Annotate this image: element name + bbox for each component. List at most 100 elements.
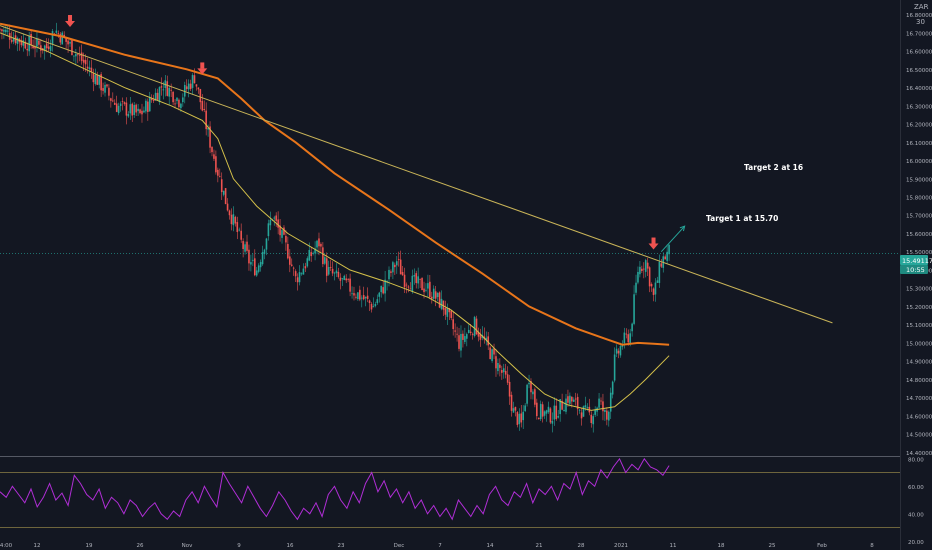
candle-body — [502, 368, 505, 373]
candle-body — [446, 307, 449, 317]
candle-body — [625, 333, 628, 335]
candle-body — [524, 405, 526, 411]
candle-body — [518, 413, 521, 425]
candle-body — [287, 244, 289, 259]
target-1-label: Target 1 at 15.70 — [706, 214, 778, 223]
candle-body — [489, 347, 491, 359]
candle-body — [183, 85, 186, 97]
candle-body — [351, 293, 353, 295]
candle-body — [586, 406, 589, 408]
candle-body — [633, 294, 635, 324]
interval-label: 30 — [916, 18, 925, 26]
candle-body — [248, 249, 250, 264]
candle-body — [512, 408, 515, 413]
candle-body — [360, 297, 363, 299]
candle-body — [73, 55, 75, 57]
candle-body — [252, 259, 254, 261]
candle-body — [536, 402, 538, 417]
candle-body — [395, 261, 398, 266]
candle-body — [407, 286, 410, 288]
candle-body — [613, 354, 616, 381]
candle-body — [277, 219, 279, 228]
rsi-pane[interactable] — [0, 457, 900, 528]
candle-body — [442, 300, 445, 310]
candle-body — [547, 406, 550, 413]
time-tick-label: 28 — [578, 543, 585, 549]
candle-body — [374, 303, 377, 306]
candle-body — [380, 285, 383, 293]
candle-body — [3, 29, 5, 32]
candle-body — [211, 146, 213, 153]
target-arrow-icon — [660, 225, 686, 253]
candle-body — [156, 92, 159, 100]
candle-body — [69, 42, 71, 44]
price-tick-label: 15.50000 — [906, 250, 932, 256]
candle-body — [166, 81, 169, 96]
candle-body — [339, 277, 342, 281]
candle-body — [195, 84, 198, 87]
candle-body — [92, 73, 95, 83]
candle-body — [425, 289, 427, 291]
candle-body — [168, 87, 171, 97]
candle-body — [228, 210, 231, 216]
candle-body — [242, 241, 244, 249]
candle-body — [143, 110, 145, 113]
candle-body — [112, 100, 114, 102]
candle-body — [450, 310, 453, 318]
candle-body — [12, 37, 15, 42]
candle-body — [551, 420, 554, 424]
candle-body — [10, 40, 13, 42]
candle-body — [594, 409, 596, 415]
candle-body — [471, 333, 474, 335]
candle-body — [302, 268, 305, 275]
candle-body — [65, 37, 67, 42]
candle-body — [648, 267, 651, 287]
candle-body — [45, 43, 48, 49]
candle-body — [376, 299, 379, 304]
candle-body — [668, 244, 670, 255]
candle-body — [584, 405, 587, 408]
candle-body — [238, 229, 241, 231]
candle-body — [102, 88, 104, 91]
rsi-axis[interactable]: 80.00 60.00 40.00 20.00 — [908, 457, 924, 546]
candle-body — [506, 374, 509, 383]
candle-body — [104, 84, 106, 93]
candle-body — [382, 287, 384, 294]
candle-body — [84, 59, 87, 65]
candle-body — [0, 28, 1, 30]
candle-body — [59, 34, 62, 43]
candle-body — [399, 259, 402, 275]
price-pane[interactable] — [0, 15, 900, 433]
candle-body — [368, 300, 371, 304]
time-tick-label: Feb — [817, 543, 827, 549]
candle-body — [180, 103, 182, 109]
rsi-tick-label: 40.00 — [908, 512, 924, 518]
candle-body — [331, 268, 334, 274]
candle-body — [187, 83, 190, 90]
candle-body — [162, 89, 165, 91]
candle-body — [388, 269, 390, 280]
candle-body — [462, 333, 464, 340]
time-tick-label: 23 — [338, 543, 345, 549]
candle-body — [283, 227, 285, 235]
price-axis[interactable]: 16.80000 16.70000 16.60000 16.50000 16.40000… — [906, 13, 932, 457]
candle-body — [263, 249, 266, 254]
candle-body — [438, 292, 441, 308]
sell-arrow-icon — [648, 237, 659, 250]
candle-body — [364, 296, 367, 299]
time-axis[interactable]: 4:00 12 19 26 Nov 9 16 23 Dec 7 14 21 28 2021 11 18 25 Fe… — [0, 543, 874, 549]
candle-body — [137, 108, 139, 112]
candle-body — [213, 154, 215, 159]
candle-body — [308, 250, 311, 261]
resistance-trendline[interactable] — [0, 25, 833, 324]
time-tick-label: 2021 — [614, 543, 628, 549]
candle-body — [432, 288, 435, 299]
candle-body — [545, 410, 548, 414]
time-tick-label: 16 — [287, 543, 294, 549]
candle-body — [582, 406, 585, 417]
candle-body — [660, 263, 663, 267]
candle-body — [32, 46, 34, 49]
candle-body — [600, 400, 602, 402]
candle-body — [397, 259, 400, 260]
